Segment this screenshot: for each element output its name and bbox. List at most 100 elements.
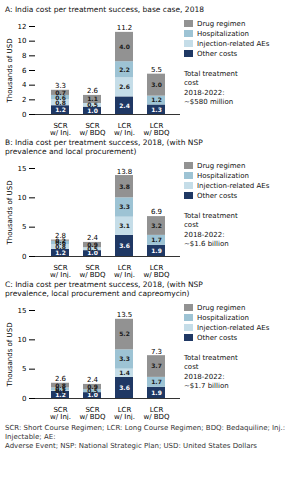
svg-text:5: 5 [22, 223, 26, 231]
html-text:Injection-related AEs: Injection-related AEs [197, 39, 270, 48]
svg-text:4: 4 [22, 81, 27, 89]
svg-text:LCRw/ Inj.: LCRw/ Inj. [114, 122, 135, 136]
svg-text:1.9: 1.9 [151, 388, 162, 395]
svg-text:0.9: 0.9 [87, 382, 98, 390]
svg-text:8: 8 [22, 52, 26, 60]
svg-text:Thousands of USD: Thousands of USD [6, 38, 14, 103]
svg-text:15: 15 [18, 306, 27, 314]
svg-text:11.2: 11.2 [117, 24, 133, 32]
svg-text:Thousands of USD: Thousands of USD [6, 322, 14, 387]
svg-text:3.2: 3.2 [151, 221, 162, 228]
svg-text:SCRw/ BDQ: SCRw/ BDQ [79, 406, 106, 420]
svg-text:6: 6 [22, 66, 27, 74]
svg-text:SCRw/ Inj.: SCRw/ Inj. [50, 264, 71, 278]
svg-text:LCRw/ BDQ: LCRw/ BDQ [143, 122, 170, 136]
svg-text:SCRw/ BDQ: SCRw/ BDQ [79, 264, 106, 278]
svg-text:2: 2 [22, 96, 26, 104]
svg-text:SCRw/ Inj.: SCRw/ Inj. [50, 122, 71, 136]
svg-text:LCRw/ BDQ: LCRw/ BDQ [143, 406, 170, 420]
svg-text:1.1: 1.1 [87, 95, 98, 102]
svg-text:10: 10 [18, 336, 27, 344]
html-text:Other costs: Other costs [197, 49, 238, 58]
svg-text:0.5: 0.5 [55, 384, 66, 392]
svg-text:5: 5 [22, 365, 26, 373]
svg-text:3.8: 3.8 [119, 182, 130, 189]
svg-text:3.0: 3.0 [151, 81, 162, 88]
svg-text:6.9: 6.9 [151, 208, 162, 216]
svg-text:0.7: 0.7 [55, 88, 66, 96]
svg-text:1.2: 1.2 [55, 248, 66, 256]
svg-text:0.5: 0.5 [87, 244, 98, 252]
html-text:Injection-related AEs: Injection-related AEs [197, 181, 270, 190]
html-text:Drug regimen: Drug regimen [197, 303, 246, 312]
svg-text:3.6: 3.6 [119, 383, 130, 390]
svg-text:1.7: 1.7 [151, 236, 162, 243]
svg-text:2.6: 2.6 [119, 83, 130, 90]
svg-text:3.6: 3.6 [119, 241, 130, 248]
svg-text:0.9: 0.9 [87, 240, 98, 248]
svg-text:LCRw/ Inj.: LCRw/ Inj. [114, 406, 135, 420]
svg-text:2.4: 2.4 [87, 234, 99, 242]
svg-text:10: 10 [18, 194, 27, 202]
svg-text:3.7: 3.7 [151, 362, 162, 369]
svg-text:0.5: 0.5 [87, 386, 98, 394]
svg-text:3.3: 3.3 [55, 82, 66, 90]
html-text:Drug regimen: Drug regimen [197, 19, 246, 28]
svg-text:1.0: 1.0 [87, 106, 98, 114]
svg-text:Thousands of USD: Thousands of USD [6, 180, 14, 245]
svg-text:13.8: 13.8 [117, 167, 133, 175]
svg-text:SCRw/ Inj.: SCRw/ Inj. [50, 406, 71, 420]
html-text:Other costs: Other costs [197, 333, 238, 342]
svg-text:5.2: 5.2 [119, 330, 130, 337]
svg-text:2.4: 2.4 [87, 376, 99, 384]
svg-text:10: 10 [18, 37, 27, 45]
html-text:Other costs: Other costs [197, 191, 238, 200]
html-text:Injection-related AEs: Injection-related AEs [197, 323, 270, 332]
svg-text:3.1: 3.1 [119, 222, 130, 229]
svg-text:2.4: 2.4 [119, 101, 130, 108]
html-text:Total treatment cost 2018-2022: Total treatment cost 2018-2022: ~$1.6 bi… [184, 211, 238, 248]
svg-text:15: 15 [18, 164, 27, 172]
svg-text:1.9: 1.9 [151, 246, 162, 253]
html-text:SCR: Short Course Regimen; LCR: SCR: Short Course Regimen; LCR: Long Cou… [5, 423, 286, 450]
svg-text:2.6: 2.6 [55, 375, 67, 383]
svg-text:13.5: 13.5 [117, 311, 133, 319]
svg-text:0.6: 0.6 [55, 93, 66, 101]
svg-text:SCRw/ BDQ: SCRw/ BDQ [79, 122, 106, 136]
svg-text:2.8: 2.8 [55, 232, 66, 240]
svg-text:1.2: 1.2 [55, 390, 66, 398]
html-text:Hospitalization: Hospitalization [197, 313, 249, 322]
svg-text:0.8: 0.8 [55, 98, 66, 106]
html-text:Total treatment cost 2018-2022: Total treatment cost 2018-2022: ~$580 mi… [184, 69, 238, 106]
svg-text:5.5: 5.5 [151, 66, 162, 74]
svg-text:0.2: 0.2 [55, 236, 66, 244]
svg-text:0.5: 0.5 [87, 100, 98, 108]
svg-text:0.8: 0.8 [55, 381, 66, 388]
svg-text:LCRw/ Inj.: LCRw/ Inj. [114, 264, 135, 278]
html-text:C: India cost per treatment su: C: India cost per treatment success, 201… [5, 279, 203, 298]
html-text:Hospitalization: Hospitalization [197, 29, 249, 38]
svg-text:3.3: 3.3 [119, 203, 130, 210]
svg-text:0: 0 [22, 110, 26, 118]
svg-text:1.7: 1.7 [151, 378, 162, 385]
svg-text:2.6: 2.6 [87, 87, 99, 95]
svg-text:7.3: 7.3 [151, 347, 162, 355]
svg-text:12: 12 [18, 22, 27, 30]
html-text:Total treatment cost 2018-2022: Total treatment cost 2018-2022: ~$1.7 bi… [184, 353, 238, 390]
html-text:B: India cost per treatment su: B: India cost per treatment success, 201… [5, 137, 203, 156]
svg-text:0: 0 [22, 252, 26, 260]
svg-text:1.3: 1.3 [151, 105, 162, 112]
svg-text:0: 0 [22, 394, 26, 402]
svg-text:1.2: 1.2 [55, 106, 66, 113]
html-text:Hospitalization: Hospitalization [197, 171, 249, 180]
svg-text:4.0: 4.0 [119, 42, 130, 49]
html-text:Drug regimen: Drug regimen [197, 161, 246, 170]
svg-text:3.3: 3.3 [119, 355, 130, 362]
svg-text:0.8: 0.8 [55, 242, 66, 250]
svg-text:1.2: 1.2 [151, 96, 162, 103]
svg-text:LCRw/ BDQ: LCRw/ BDQ [143, 264, 170, 278]
svg-text:1.0: 1.0 [87, 249, 98, 256]
svg-text:1.4: 1.4 [119, 369, 130, 376]
html-text:A: India cost per treatment su: A: India cost per treatment success, bas… [5, 5, 204, 14]
svg-text:2.2: 2.2 [119, 65, 130, 72]
